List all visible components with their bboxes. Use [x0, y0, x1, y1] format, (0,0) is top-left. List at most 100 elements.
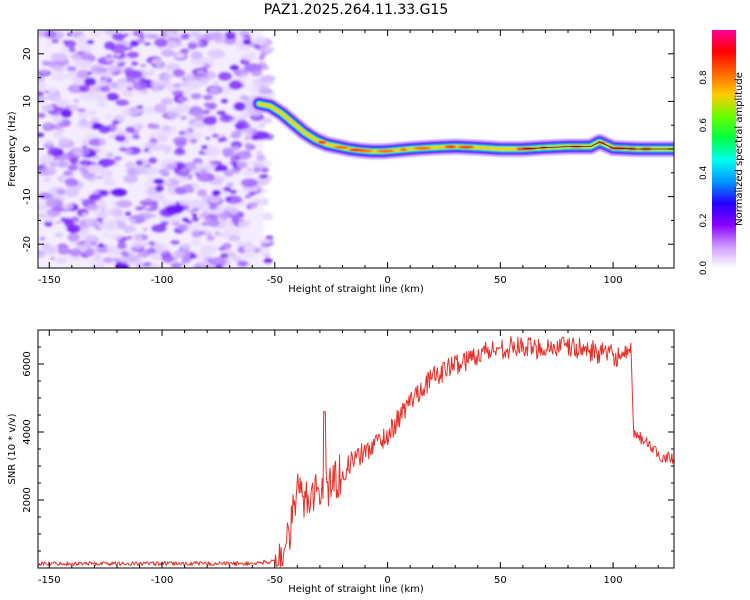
noise-blob: [231, 166, 241, 174]
noise-blob: [90, 65, 104, 74]
noise-blob: [102, 30, 107, 34]
noise-blob: [52, 149, 64, 156]
noise-blob: [253, 44, 261, 49]
noise-blob: [64, 188, 80, 197]
noise-blob: [52, 72, 66, 82]
figure-title: PAZ1.2025.264.11.33.G15: [264, 2, 449, 18]
noise-blob: [98, 79, 109, 87]
spectrogram-x-ticks: -150 -100 -50 0 50 100: [38, 30, 659, 286]
noise-blob: [234, 115, 242, 120]
noise-blob: [154, 193, 165, 201]
noise-blob: [105, 56, 114, 62]
noise-blob: [215, 264, 224, 268]
noise-blob: [155, 184, 165, 193]
noise-blob: [111, 32, 126, 41]
noise-blob: [79, 84, 90, 93]
noise-blob: [205, 136, 211, 140]
x-tick-label: -100: [151, 575, 174, 586]
noise-blob: [38, 166, 57, 176]
noise-blob: [219, 253, 229, 259]
noise-blob: [67, 232, 80, 242]
noise-blob: [62, 39, 69, 45]
noise-blob: [38, 132, 45, 138]
x-tick-label: 100: [604, 575, 623, 586]
noise-blob: [143, 33, 153, 40]
noise-blob: [70, 86, 80, 92]
noise-blob: [202, 116, 218, 126]
noise-blob: [56, 68, 62, 72]
noise-blob: [228, 80, 243, 90]
noise-blob: [143, 42, 152, 46]
noise-blob: [235, 123, 246, 130]
noise-blob: [177, 96, 189, 103]
noise-blob: [124, 81, 133, 88]
noise-blob: [114, 134, 126, 142]
noise-blob: [171, 89, 184, 97]
noise-blob: [78, 112, 89, 119]
noise-blob: [103, 222, 119, 231]
noise-blob: [261, 189, 268, 193]
x-tick-label: 0: [384, 275, 390, 286]
noise-blob: [119, 30, 125, 33]
noise-blob: [65, 171, 70, 176]
noise-blob: [229, 155, 241, 162]
noise-blob: [79, 159, 92, 166]
noise-blob: [131, 134, 141, 140]
noise-blob: [166, 111, 182, 119]
noise-blob: [42, 177, 52, 182]
noise-blob: [203, 102, 211, 108]
noise-blob: [174, 52, 185, 59]
noise-blob: [260, 167, 269, 173]
noise-blob: [220, 98, 229, 104]
noise-blob: [148, 241, 156, 246]
noise-blob: [171, 256, 178, 262]
noise-blob: [66, 32, 73, 37]
noise-blob: [243, 220, 251, 226]
noise-blob: [151, 87, 160, 92]
noise-blob: [118, 146, 128, 152]
y-tick-label: -10: [22, 188, 33, 204]
noise-blob: [117, 263, 130, 268]
noise-blob: [192, 157, 204, 165]
noise-blob: [205, 145, 220, 153]
noise-blob: [260, 51, 267, 57]
noise-blob: [188, 80, 201, 90]
colorbar-tick-label: 0.8: [699, 70, 709, 85]
noise-blob: [98, 125, 110, 133]
noise-blob: [220, 136, 228, 142]
ridge-peak: [317, 140, 327, 144]
noise-blob: [77, 107, 87, 113]
x-tick-label: 0: [384, 575, 390, 586]
noise-blob: [53, 117, 64, 124]
noise-blob: [88, 138, 101, 147]
noise-blob: [44, 193, 54, 199]
ridge-center-line: [522, 141, 674, 150]
noise-blob: [201, 144, 208, 150]
noise-blob: [261, 201, 269, 206]
noise-blob: [154, 240, 160, 245]
noise-blob: [174, 187, 187, 195]
noise-blob: [56, 220, 61, 225]
noise-blob: [105, 113, 113, 120]
snr-y-axis-label: SNR (10 * v/v): [7, 413, 18, 484]
ridge-peak: [357, 149, 373, 153]
noise-blob: [76, 69, 91, 79]
noise-blob: [181, 168, 187, 173]
noise-blob: [131, 123, 140, 127]
noise-blob: [262, 116, 273, 124]
noise-blob: [211, 189, 221, 197]
y-tick-label: 0: [22, 146, 33, 152]
noise-blob: [96, 175, 104, 180]
noise-blob: [207, 218, 220, 228]
noise-blob: [104, 151, 116, 158]
noise-blob: [144, 180, 155, 188]
noise-blob: [87, 71, 93, 76]
noise-blob: [62, 254, 68, 258]
noise-blob: [64, 178, 79, 187]
noise-blob: [206, 235, 215, 242]
noise-blob: [192, 199, 203, 206]
noise-blob: [196, 70, 206, 75]
noise-blob: [257, 86, 272, 96]
noise-blob: [92, 154, 100, 160]
x-tick-label: -50: [267, 575, 283, 586]
